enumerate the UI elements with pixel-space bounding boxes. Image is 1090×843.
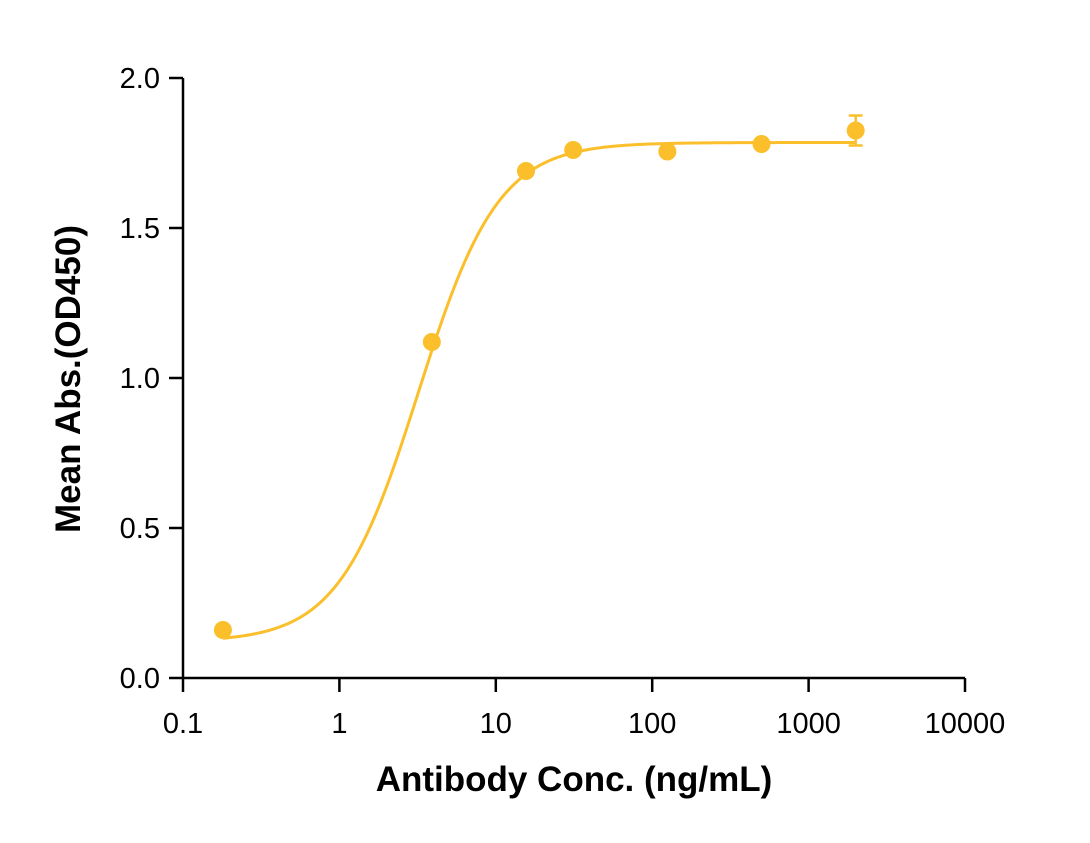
y-tick-label: 2.0 <box>120 63 160 95</box>
fit-curve <box>222 141 856 640</box>
x-tick-label: 100 <box>628 708 676 740</box>
y-tick-label: 1.0 <box>120 363 160 395</box>
y-tick-label: 1.5 <box>120 213 160 245</box>
x-tick-label: 10000 <box>925 708 1006 740</box>
y-axis-title: Mean Abs.(OD450) <box>49 225 88 533</box>
x-tick-label: 10 <box>480 708 512 740</box>
x-tick-label: 1000 <box>776 708 841 740</box>
data-point <box>517 162 536 180</box>
data-point <box>752 135 771 153</box>
axes <box>181 78 965 680</box>
x-axis-title: Antibody Conc. (ng/mL) <box>376 760 773 799</box>
data-point <box>422 333 441 351</box>
y-ticks: 0.0 0.5 1.0 1.5 2.0 <box>120 63 183 695</box>
x-tick-label: 0.1 <box>163 708 203 740</box>
x-ticks: 0.1 1 10 100 1000 10000 <box>163 678 1005 740</box>
y-tick-label: 0.0 <box>120 663 160 695</box>
data-point <box>658 142 677 161</box>
y-tick-label: 0.5 <box>120 513 160 545</box>
data-point <box>564 141 583 159</box>
data-points <box>213 114 865 639</box>
x-tick-label: 1 <box>331 708 347 740</box>
data-point <box>213 621 232 639</box>
data-point <box>846 121 865 140</box>
